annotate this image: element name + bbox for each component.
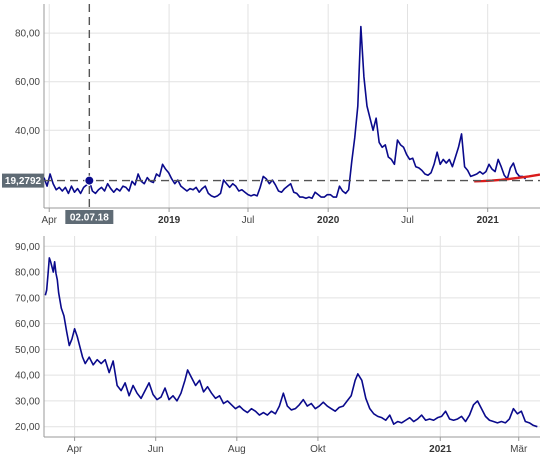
y-tick-label: 80,00 — [15, 268, 40, 279]
crosshair-date-badge — [65, 210, 114, 224]
x-tick-label: Jul — [242, 215, 255, 226]
y-tick-label: 40,00 — [15, 126, 40, 137]
y-tick-label: 30,00 — [15, 396, 40, 407]
y-tick-label: 20,00 — [15, 422, 40, 433]
y-tick-label: 40,00 — [15, 371, 40, 382]
x-tick-label: 2021 — [429, 444, 452, 455]
x-tick-label: Jun — [148, 444, 164, 455]
x-tick-label: Apr — [67, 444, 83, 455]
x-tick-label: Okt — [310, 444, 326, 455]
y-tick-label: 50,00 — [15, 345, 40, 356]
x-tick-label: 2020 — [317, 215, 340, 226]
chart-overview: 40,00 60,00 80,00 Apr 2019 Jul 2020 Jul 2021 19,2… — [2, 4, 540, 226]
x-tick-label: Mär — [510, 444, 528, 455]
crosshair-point — [84, 175, 95, 186]
series-line-0 — [44, 257, 538, 428]
x-tick-label: 2019 — [158, 215, 181, 226]
y-tick-label: 70,00 — [15, 293, 40, 304]
crosshair-value-label: 19,2792 — [5, 176, 42, 187]
y-tick-label: 60,00 — [15, 319, 40, 330]
series-line-1 — [474, 173, 540, 183]
y-tick-label: 80,00 — [15, 29, 40, 40]
y-tick-label: 90,00 — [15, 242, 40, 253]
x-tick-label: Apr — [41, 215, 57, 226]
x-tick-label: Jul — [401, 215, 414, 226]
y-tick-label: 60,00 — [15, 77, 40, 88]
chart-detail: 20,00 30,00 40,00 50,00 60,00 70,00 80,00 90,00… — [15, 236, 540, 455]
series-line-0 — [44, 25, 527, 200]
x-tick-label: Aug — [228, 444, 246, 455]
x-tick-label: 2021 — [477, 215, 500, 226]
crosshair-date-label: 02.07.18 — [70, 213, 109, 224]
crosshair-value-badge — [2, 173, 44, 188]
